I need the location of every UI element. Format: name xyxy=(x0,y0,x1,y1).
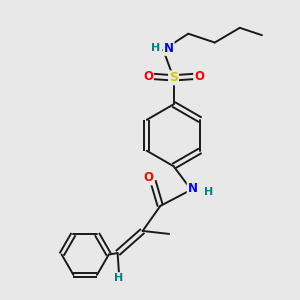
Text: H: H xyxy=(204,187,213,197)
Text: N: N xyxy=(164,42,174,55)
Text: S: S xyxy=(169,71,178,84)
Text: H: H xyxy=(115,273,124,283)
Text: O: O xyxy=(194,70,204,83)
Text: O: O xyxy=(143,172,154,184)
Text: H: H xyxy=(151,44,160,53)
Text: N: N xyxy=(188,182,198,195)
Text: O: O xyxy=(143,70,153,83)
